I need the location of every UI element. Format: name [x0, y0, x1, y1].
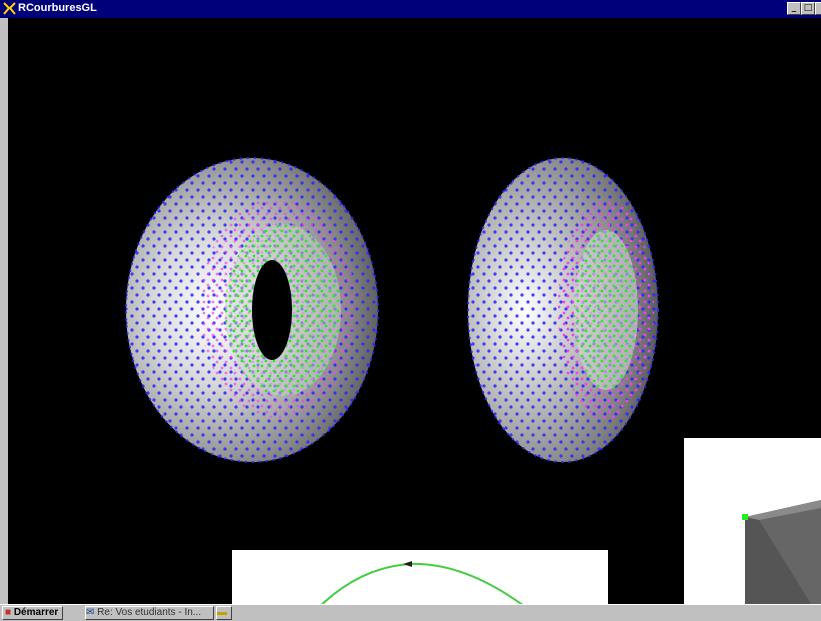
- curve-plot: [306, 561, 543, 620]
- taskbar-item-email[interactable]: ✉ Re: Vos etudiants - In...: [85, 606, 214, 620]
- start-label: Démarrer: [13, 607, 59, 618]
- cube-render: [742, 500, 821, 620]
- window-title-bar[interactable]: RCourburesGL _ □: [0, 0, 821, 18]
- window-border: [0, 18, 8, 604]
- close-button[interactable]: [815, 2, 821, 15]
- taskbar: ■ Démarrer ✉ Re: Vos etudiants - In... ▬: [0, 604, 821, 621]
- torus-render: [125, 157, 659, 463]
- folder-icon: ▬: [217, 607, 227, 618]
- taskbar-item-label: Re: Vos etudiants - In...: [97, 607, 202, 618]
- minimize-button[interactable]: _: [787, 2, 801, 15]
- taskbar-item-folder[interactable]: ▬: [216, 606, 232, 620]
- app-icon: [3, 2, 16, 15]
- opengl-viewport[interactable]: [8, 18, 821, 604]
- start-button[interactable]: ■ Démarrer: [2, 606, 64, 620]
- window-title: RCourburesGL: [18, 2, 97, 14]
- torus-right: [467, 157, 659, 463]
- maximize-button[interactable]: □: [801, 2, 815, 15]
- cube-window[interactable]: [684, 438, 821, 620]
- torus-left: [125, 157, 379, 463]
- envelope-icon: ✉: [86, 607, 95, 618]
- windows-logo-icon: ■: [5, 607, 12, 618]
